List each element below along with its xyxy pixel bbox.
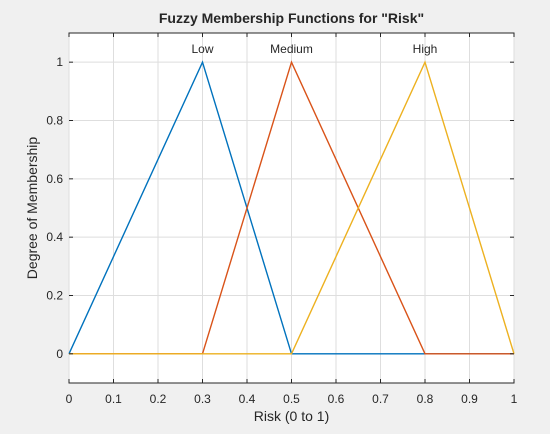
x-axis-label: Risk (0 to 1) xyxy=(254,408,329,424)
series-label-high: High xyxy=(413,42,438,56)
chart-title: Fuzzy Membership Functions for "Risk" xyxy=(159,10,424,26)
x-tick-label: 0.9 xyxy=(461,392,478,406)
y-tick-label: 0.4 xyxy=(46,230,63,244)
y-tick-label: 0.6 xyxy=(46,172,63,186)
series-label-low: Low xyxy=(191,42,213,56)
y-tick-label: 1 xyxy=(56,55,63,69)
x-tick-label: 0.4 xyxy=(239,392,256,406)
x-tick-label: 0.6 xyxy=(328,392,345,406)
x-tick-label: 1 xyxy=(511,392,518,406)
x-tick-label: 0.7 xyxy=(372,392,389,406)
series-lines xyxy=(68,60,515,355)
y-tick-label: 0.2 xyxy=(46,289,63,303)
y-tick-label: 0.8 xyxy=(46,114,63,128)
x-tick-label: 0.2 xyxy=(150,392,167,406)
series-line-high xyxy=(69,60,515,355)
series-label-medium: Medium xyxy=(270,42,313,56)
x-tick-label: 0.5 xyxy=(283,392,300,406)
x-tick-label: 0.3 xyxy=(194,392,211,406)
x-tick-label: 0.8 xyxy=(417,392,434,406)
y-tick-label: 0 xyxy=(56,347,63,361)
x-axis-ticks: 0 0.1 0.2 0.3 0.4 0.5 0.6 0.7 0.8 0.9 1 xyxy=(66,33,518,406)
x-tick-label: 0 xyxy=(66,392,73,406)
y-axis-label: Degree of Membership xyxy=(24,137,40,280)
grid xyxy=(68,33,515,383)
series-labels: Low Medium High xyxy=(191,42,437,56)
x-tick-label: 0.1 xyxy=(105,392,122,406)
y-axis-ticks: 0 0.2 0.4 0.6 0.8 1 xyxy=(46,55,514,361)
